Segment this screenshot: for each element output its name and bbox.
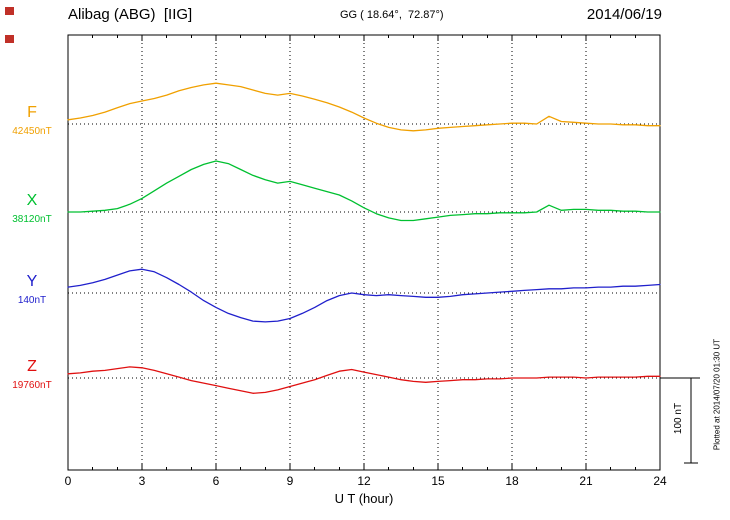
series-label-X: X	[26, 192, 38, 209]
x-axis-tick-label: 18	[505, 474, 519, 488]
corner-marker-icon	[5, 7, 14, 15]
series-baseline-value-Y: 140nT	[17, 295, 47, 306]
x-axis-tick-label: 3	[138, 474, 146, 488]
series-label-Y: Y	[26, 273, 38, 290]
x-axis-tick-label: 24	[653, 474, 667, 488]
x-axis-tick-label: 12	[357, 474, 371, 488]
plot-date: 2014/06/19	[586, 6, 662, 23]
corner-marker-icon	[5, 35, 14, 43]
x-axis-tick-label: 6	[212, 474, 220, 488]
series-label-Z: Z	[27, 358, 37, 375]
trace-F	[67, 82, 661, 132]
series-baseline-value-F: 42450nT	[12, 126, 52, 137]
station-title: Alibag (ABG) [IIG]	[68, 6, 193, 23]
x-axis-tick-label: 15	[431, 474, 445, 488]
trace-Y	[67, 268, 661, 323]
plotted-at-note: Plotted at 2014/07/20 01:30 UT	[712, 338, 722, 451]
series-baseline-value-Z: 19760nT	[12, 380, 52, 391]
trace-X	[67, 160, 661, 222]
x-axis-tick-label: 0	[64, 474, 72, 488]
series-baseline-value-X: 38120nT	[12, 214, 52, 225]
trace-Z	[67, 366, 661, 394]
series-label-F: F	[27, 104, 37, 121]
x-axis-title: U T (hour)	[334, 491, 394, 506]
scale-bar-label: 100 nT	[673, 402, 684, 435]
x-axis-tick-label: 9	[286, 474, 294, 488]
x-axis-tick-label: 21	[579, 474, 593, 488]
gg-coordinates: GG ( 18.64°, 72.87°)	[340, 9, 444, 21]
